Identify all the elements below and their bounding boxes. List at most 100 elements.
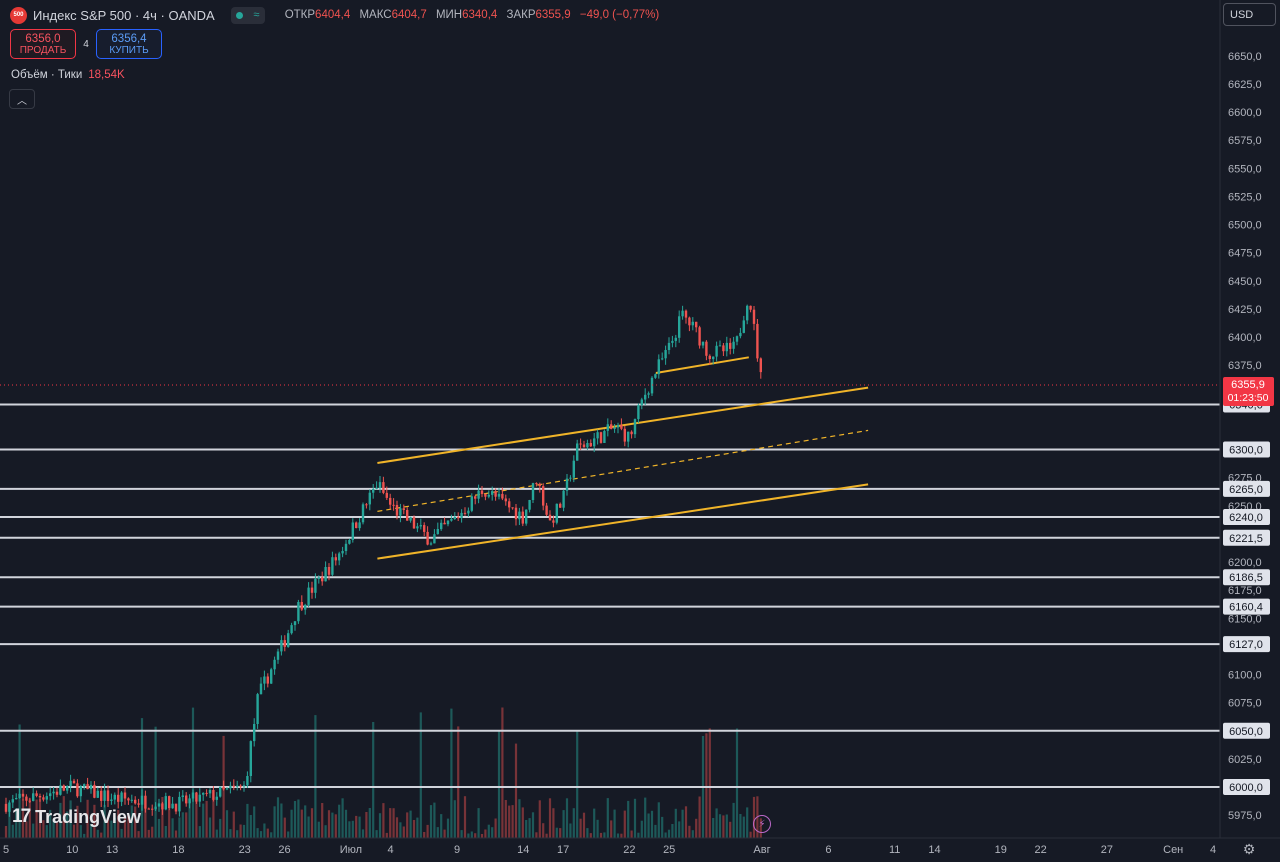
candle-body [120,792,123,802]
level-label-box [1223,779,1270,795]
buy-button[interactable]: 6356,4 КУПИТЬ [96,29,162,59]
candle-body [89,784,93,790]
volume-bar [341,798,344,838]
volume-bar [722,815,725,838]
low-label: МИН [435,9,463,21]
volume-bar [59,802,62,838]
candle-body [759,358,762,373]
volume-bar [633,798,637,838]
tradingview-logo[interactable]: 17 TradingView [12,806,141,828]
volume-bar [293,801,297,838]
volume-bar [746,807,749,838]
candle-body [188,798,191,804]
level-label: 6050,0 [1229,726,1263,738]
candle-body [11,799,14,803]
volume-bar [297,799,300,838]
volume-bar [283,817,286,838]
time-tick-label: 27 [1101,844,1113,856]
price-tick-label: 6650,0 [1228,51,1262,63]
candle-body [525,509,528,524]
buy-label: КУПИТЬ [109,44,149,56]
candle-body [338,553,341,561]
candle-body [375,488,378,489]
candle-body [355,522,358,528]
chart-settings-button[interactable]: ⚙ [1240,840,1258,858]
sell-button[interactable]: 6356,0 ПРОДАТЬ [10,29,76,59]
candle-body [701,341,705,346]
volume-bar [287,831,290,838]
volume-bar [355,815,358,838]
price-tick-label: 6500,0 [1228,220,1262,232]
volume-legend[interactable]: Объём · Тики 18,54K [11,69,125,81]
volume-bar [110,820,113,838]
volume-bar [45,825,48,838]
volume-bar [168,809,171,838]
volume-bar [253,806,256,838]
candle-body [222,786,225,790]
candle-body [610,424,613,429]
volume-bar [11,824,14,838]
collapse-legend-button[interactable]: ︿ [9,89,35,109]
volume-bar [348,821,351,838]
candle-body [399,508,402,516]
candle-body [657,359,660,375]
time-tick-label: Июл [340,844,362,856]
candle-body [691,321,694,326]
candle-body [79,786,82,797]
volume-bar [555,827,558,838]
candle-body [35,793,38,796]
volume-bar [406,812,409,838]
price-tick-label: 5975,0 [1228,810,1262,822]
candle-body [314,578,317,593]
volume-bar [259,831,263,838]
volume-bar [8,805,11,838]
time-tick-label: Авг [753,844,770,856]
candle-body [633,419,637,435]
volume-bar [603,832,606,838]
level-label: 6300,0 [1229,445,1263,457]
price-tick-label: 6375,0 [1228,360,1262,372]
trendline[interactable] [377,386,869,464]
volume-bar [569,823,572,838]
candle-body [134,799,137,804]
volume-bar [545,833,548,838]
volume-bar [317,821,320,838]
candle-body [25,796,28,801]
trendline[interactable] [377,483,869,560]
volume-bar [4,826,8,838]
trendline[interactable] [655,356,749,374]
gear-icon: ⚙ [1242,840,1256,857]
volume-bar [487,824,490,838]
time-tick-label: 5 [3,844,9,856]
currency-button[interactable]: USD [1223,3,1276,26]
volume-bar [443,829,446,838]
market-status[interactable]: ≈ [230,6,265,24]
symbol-title[interactable]: Индекс S&P 500 · 4ч · OANDA [33,7,215,23]
volume-bar [239,824,242,838]
candle-body [695,321,698,328]
volume-bar [708,728,711,838]
volume-bar [453,800,456,838]
candle-body [409,517,412,521]
candle-body [242,785,246,787]
price-tick-label: 6200,0 [1228,557,1262,569]
candle-body [637,405,640,420]
lightning-button[interactable]: ⚡ [753,815,771,833]
candle-body [552,520,555,523]
candle-body [55,791,59,795]
candles [4,304,762,817]
candle-body [4,803,8,812]
trendline[interactable] [377,429,869,512]
volume-bar [225,810,229,838]
volume-bar [644,797,647,838]
candle-body [606,424,609,431]
candle-body [559,503,562,508]
wave-icon: ≈ [253,8,260,21]
candle-body [140,795,144,805]
candle-body [688,317,691,326]
close-value: 6355,9 [535,9,571,21]
volume-bar [134,806,137,838]
candle-body [419,525,422,527]
candle-body [446,520,450,525]
